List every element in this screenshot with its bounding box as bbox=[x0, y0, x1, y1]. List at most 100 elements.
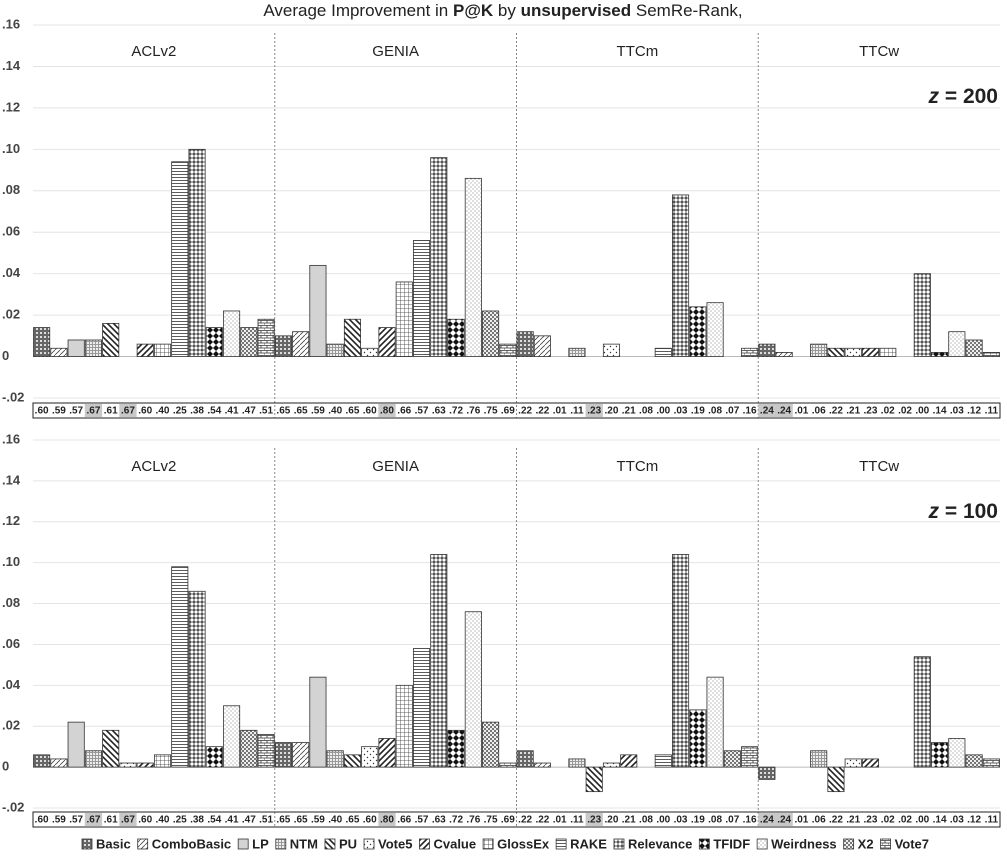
y-tick-label: .04 bbox=[2, 677, 21, 692]
baseline-value: .23 bbox=[864, 815, 878, 826]
group-label: GENIA bbox=[372, 458, 419, 475]
bar bbox=[447, 729, 465, 768]
baseline-value: .40 bbox=[156, 406, 170, 417]
baseline-value: .75 bbox=[484, 406, 498, 417]
baseline-value: .01 bbox=[553, 815, 567, 826]
y-tick-label: -.02 bbox=[2, 799, 24, 814]
baseline-value: .61 bbox=[104, 406, 118, 417]
bar bbox=[706, 302, 724, 357]
baseline-value: .14 bbox=[933, 815, 947, 826]
baseline-value: .22 bbox=[535, 406, 549, 417]
bar bbox=[119, 762, 137, 768]
bar bbox=[810, 750, 828, 768]
bar bbox=[343, 754, 361, 768]
baseline-value: .67 bbox=[121, 406, 135, 417]
baseline-value: .60 bbox=[138, 815, 152, 826]
baseline-value: .01 bbox=[794, 406, 808, 417]
baseline-value: .12 bbox=[967, 815, 981, 826]
baseline-value: .38 bbox=[190, 815, 204, 826]
legend-label: TFIDF bbox=[713, 836, 750, 851]
legend-label: ComboBasic bbox=[152, 836, 231, 851]
legend-label: NTM bbox=[290, 836, 318, 851]
bar bbox=[102, 729, 120, 768]
bar bbox=[672, 554, 690, 768]
bar bbox=[430, 157, 448, 357]
baseline-value: .60 bbox=[35, 406, 49, 417]
bar bbox=[67, 721, 85, 768]
baseline-value: .08 bbox=[639, 815, 653, 826]
baseline-value: .00 bbox=[656, 406, 670, 417]
baseline-value: .51 bbox=[259, 815, 273, 826]
bar bbox=[654, 347, 672, 357]
bar bbox=[205, 746, 223, 768]
legend-swatch bbox=[237, 838, 249, 850]
bar bbox=[292, 331, 310, 357]
bar bbox=[844, 758, 862, 768]
bar bbox=[775, 352, 793, 357]
bar bbox=[982, 758, 1000, 768]
legend-swatch bbox=[81, 838, 93, 850]
baseline-value: .59 bbox=[52, 815, 66, 826]
bar bbox=[654, 754, 672, 768]
title-part: unsupervised bbox=[521, 1, 632, 20]
baseline-value: .66 bbox=[397, 406, 411, 417]
baseline-value: .20 bbox=[605, 406, 619, 417]
bar bbox=[499, 762, 517, 768]
bar bbox=[931, 352, 949, 357]
legend-label: PU bbox=[339, 836, 357, 851]
baseline-value: .65 bbox=[276, 406, 290, 417]
baseline-value: .54 bbox=[207, 406, 221, 417]
bar bbox=[257, 318, 275, 357]
bar bbox=[205, 327, 223, 357]
bar bbox=[378, 738, 396, 768]
bar bbox=[533, 335, 551, 357]
baseline-value: .60 bbox=[138, 406, 152, 417]
y-tick-label: .14 bbox=[2, 58, 21, 73]
legend-swatch bbox=[843, 838, 855, 850]
y-tick-label: .04 bbox=[2, 265, 21, 280]
bar bbox=[758, 766, 776, 780]
bar bbox=[50, 758, 68, 768]
group-label: ACLv2 bbox=[131, 458, 176, 475]
baseline-value: .00 bbox=[915, 406, 929, 417]
bar bbox=[464, 177, 482, 357]
bar bbox=[292, 742, 310, 768]
bar bbox=[395, 281, 413, 357]
bar bbox=[948, 738, 966, 768]
bar bbox=[758, 343, 776, 357]
bar bbox=[602, 343, 621, 357]
chart-title: Average Improvement in P@K by unsupervis… bbox=[263, 1, 742, 20]
bar bbox=[67, 339, 85, 357]
bar bbox=[309, 676, 327, 768]
legend-swatch bbox=[419, 838, 430, 850]
bar bbox=[810, 343, 828, 357]
baseline-value: .60 bbox=[363, 815, 377, 826]
y-tick-label: .06 bbox=[2, 224, 20, 239]
bar bbox=[240, 327, 258, 357]
baseline-value: .66 bbox=[397, 815, 411, 826]
group-label: ACLv2 bbox=[131, 43, 176, 60]
panel-label-part: z bbox=[928, 85, 940, 108]
bar bbox=[343, 318, 361, 357]
baseline-value: .65 bbox=[346, 406, 360, 417]
legend-label: Relevance bbox=[628, 836, 692, 851]
baseline-highlight bbox=[758, 404, 776, 417]
panel-label-part: z bbox=[928, 500, 940, 523]
bar bbox=[741, 347, 759, 357]
bar bbox=[223, 705, 241, 768]
bar bbox=[326, 343, 344, 357]
baseline-value: .16 bbox=[743, 815, 757, 826]
baseline-value: .38 bbox=[190, 406, 204, 417]
baseline-value: .07 bbox=[725, 406, 739, 417]
bar bbox=[33, 754, 51, 768]
y-tick-label: .10 bbox=[2, 141, 20, 156]
baseline-value: .16 bbox=[743, 406, 757, 417]
bar bbox=[844, 347, 862, 357]
y-tick-label: .02 bbox=[2, 718, 20, 733]
baseline-value: .41 bbox=[225, 815, 239, 826]
y-tick-label: .10 bbox=[2, 554, 20, 569]
group-label: TTCm bbox=[617, 458, 659, 475]
bar bbox=[136, 343, 154, 357]
legend-label: GlossEx bbox=[497, 836, 550, 851]
baseline-value: .11 bbox=[570, 406, 584, 417]
